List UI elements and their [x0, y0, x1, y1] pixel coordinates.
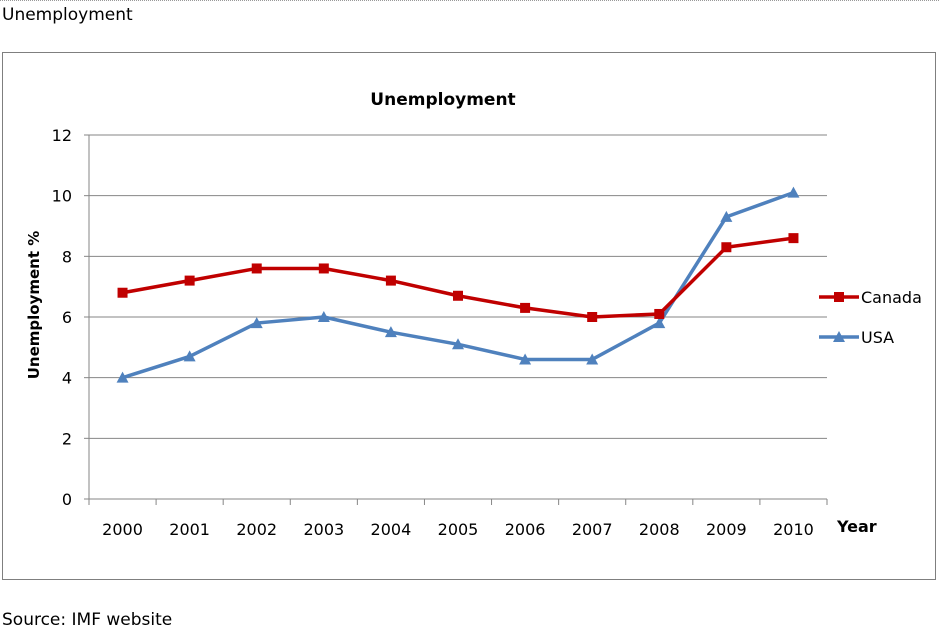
chart-frame: 0 2 4 6 8 10 12 2000 2001 2002 2003 2004 2005 2006 20…: [2, 52, 936, 580]
series-usa: [116, 186, 800, 383]
x-tick-label: 2004: [371, 520, 412, 539]
x-tick-label: 2007: [572, 520, 613, 539]
data-point-canada: [385, 275, 396, 286]
data-point-canada: [184, 275, 195, 286]
legend-label: USA: [861, 328, 894, 347]
page-heading: Unemployment: [2, 5, 133, 25]
data-point-canada: [721, 242, 732, 253]
source-note: Source: IMF website: [2, 610, 173, 630]
series-lines: [116, 186, 800, 383]
legend-item-canada: Canada: [819, 288, 922, 307]
x-tick-label: 2008: [639, 520, 680, 539]
data-point-canada: [587, 312, 598, 322]
data-point-usa: [787, 186, 800, 198]
x-tick-label: 2006: [505, 520, 546, 539]
data-point-canada: [318, 263, 329, 274]
data-point-canada: [788, 233, 799, 244]
x-tick-label: 2000: [102, 520, 143, 539]
legend: Canada USA: [819, 288, 922, 347]
legend-marker: [834, 292, 844, 302]
data-point-canada: [453, 290, 463, 301]
x-tick-label: 2009: [706, 520, 747, 539]
page-top-border: [0, 0, 939, 1]
y-tick-label: 0: [62, 490, 72, 509]
legend-label: Canada: [861, 288, 922, 307]
grid-lines: [89, 134, 827, 439]
legend-item-usa: USA: [819, 328, 894, 347]
series-line-canada: [122, 236, 794, 319]
x-tick-label: 2001: [169, 520, 210, 539]
data-point-usa: [317, 311, 330, 322]
y-tick-labels: 0 2 4 6 8 10 12: [52, 126, 72, 509]
x-tick-label: 2002: [236, 520, 277, 539]
y-tick-label: 10: [52, 187, 72, 206]
data-point-usa: [250, 317, 263, 329]
data-point-usa: [116, 371, 129, 383]
series-canada: [117, 233, 799, 322]
data-point-usa: [452, 338, 464, 350]
data-point-usa: [519, 353, 532, 365]
axes: [84, 134, 828, 505]
legend-marker: [833, 331, 845, 342]
data-point-usa: [586, 353, 599, 365]
x-axis-label: Year: [836, 517, 877, 536]
x-tick-label: 2003: [303, 520, 344, 539]
y-tick-label: 4: [62, 369, 72, 388]
data-point-canada: [520, 302, 531, 313]
y-tick-label: 8: [62, 247, 72, 266]
y-tick-label: 6: [62, 308, 72, 327]
data-point-canada: [117, 287, 128, 298]
data-point-usa: [653, 317, 666, 329]
y-tick-label: 12: [52, 126, 72, 145]
series-line-usa: [122, 190, 795, 380]
x-tick-labels: 2000 2001 2002 2003 2004 2005 2006 2007 2008 2009…: [102, 520, 814, 539]
data-point-canada: [654, 308, 665, 319]
data-point-usa: [384, 326, 397, 338]
y-tick-label: 2: [62, 429, 72, 448]
x-tick-label: 2005: [438, 520, 479, 539]
y-axis-label: Unemployment %: [25, 231, 43, 380]
chart-title: Unemployment: [370, 90, 515, 110]
data-point-usa: [720, 210, 733, 222]
data-point-usa: [183, 350, 196, 362]
x-tick-label: 2010: [773, 520, 814, 539]
data-point-canada: [251, 263, 262, 274]
